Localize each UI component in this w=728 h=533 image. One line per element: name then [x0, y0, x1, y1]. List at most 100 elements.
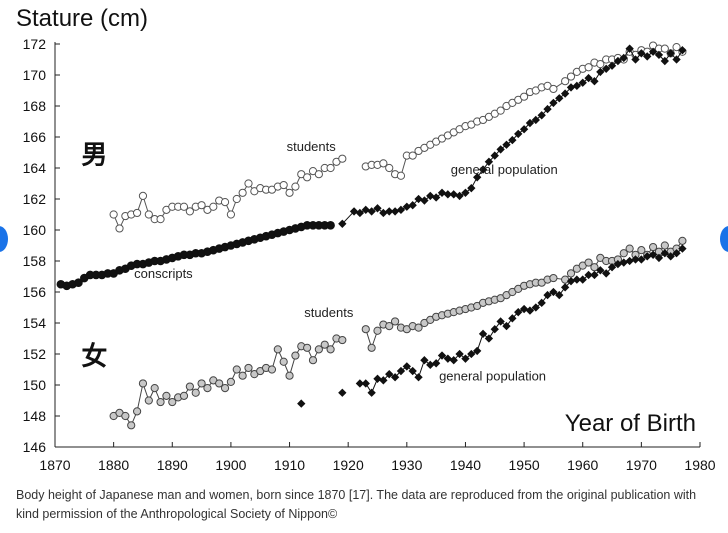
data-point	[660, 241, 669, 250]
y-tick-label: 166	[23, 129, 47, 145]
data-point	[490, 325, 499, 334]
data-point	[203, 384, 212, 393]
data-point	[74, 278, 83, 288]
data-point	[185, 207, 194, 216]
x-tick-label: 1910	[274, 457, 305, 473]
data-point	[373, 204, 382, 213]
x-tick-label: 1880	[98, 457, 129, 473]
data-point	[678, 236, 687, 245]
x-tick-label: 1890	[157, 457, 188, 473]
data-point	[373, 374, 382, 383]
data-point	[514, 307, 523, 317]
data-point	[660, 56, 669, 66]
series-line	[341, 47, 683, 225]
data-point	[144, 396, 153, 405]
data-point	[320, 340, 329, 349]
data-point	[215, 379, 224, 388]
series-4	[297, 244, 687, 408]
data-point	[238, 188, 247, 197]
y-tick-label: 152	[23, 346, 47, 362]
data-point	[402, 362, 411, 371]
data-point	[408, 151, 417, 160]
data-point	[519, 125, 529, 134]
data-point	[678, 46, 687, 55]
data-point	[449, 190, 458, 199]
data-point	[390, 207, 400, 216]
data-point	[561, 275, 570, 284]
x-tick-label: 1960	[567, 457, 598, 473]
data-point	[226, 377, 236, 386]
y-tick-label: 154	[23, 315, 47, 331]
data-point	[660, 249, 669, 258]
data-point	[549, 287, 558, 297]
y-tick-label: 164	[23, 160, 47, 176]
data-point	[443, 190, 453, 199]
left-edge-marker	[0, 226, 8, 252]
data-point	[508, 314, 517, 323]
data-point	[367, 388, 376, 397]
data-point	[525, 306, 535, 315]
data-point	[625, 256, 634, 266]
data-point	[390, 317, 400, 326]
data-point	[361, 379, 370, 388]
x-axis-title: Year of Birth	[565, 410, 696, 437]
data-point	[361, 205, 370, 215]
data-point	[578, 275, 587, 284]
data-point	[285, 188, 294, 197]
data-point	[643, 52, 652, 61]
data-point	[127, 421, 136, 430]
data-point	[648, 47, 658, 56]
data-point	[414, 373, 423, 382]
series-layer	[56, 41, 687, 430]
data-point	[560, 89, 570, 98]
data-point	[461, 354, 470, 363]
data-point	[560, 283, 570, 292]
data-point	[537, 298, 546, 308]
series-3	[109, 236, 687, 430]
data-point	[138, 191, 148, 200]
data-point	[478, 329, 488, 339]
series-annotation: students	[287, 139, 337, 154]
data-point	[666, 252, 675, 261]
data-point	[355, 208, 365, 218]
data-point	[379, 159, 388, 168]
data-point	[349, 207, 359, 216]
data-point	[338, 219, 347, 228]
data-point	[220, 198, 230, 207]
data-point	[631, 255, 640, 264]
data-point	[596, 67, 605, 77]
data-point	[531, 115, 540, 125]
data-point	[678, 244, 687, 253]
data-point	[602, 269, 611, 278]
data-point	[121, 411, 130, 421]
data-point	[496, 145, 505, 154]
data-point	[414, 323, 423, 332]
data-point	[338, 154, 347, 163]
data-point	[168, 397, 177, 407]
x-tick-label: 1970	[626, 457, 657, 473]
data-point	[361, 325, 370, 334]
data-point	[408, 366, 417, 376]
data-point	[625, 44, 634, 53]
y-tick-label: 168	[23, 98, 47, 114]
stature-chart: 146 148 150 152 154 156 158 160 162 164 166 168 170 1…	[16, 5, 716, 473]
data-point	[420, 196, 429, 205]
data-point	[314, 170, 323, 179]
data-point	[308, 356, 318, 365]
data-point	[607, 263, 617, 272]
data-point	[367, 343, 376, 352]
data-point	[519, 304, 529, 314]
right-edge-marker	[720, 226, 728, 252]
data-point	[273, 345, 282, 354]
data-point	[385, 207, 394, 216]
data-point	[596, 266, 605, 275]
data-point	[443, 354, 453, 363]
data-point	[672, 249, 681, 258]
data-point	[631, 55, 640, 64]
data-point	[279, 357, 288, 366]
data-point	[197, 201, 206, 210]
y-tick-label: 160	[23, 222, 47, 238]
data-point	[379, 376, 388, 385]
y-tick-label: 150	[23, 377, 47, 393]
data-point	[426, 191, 435, 201]
